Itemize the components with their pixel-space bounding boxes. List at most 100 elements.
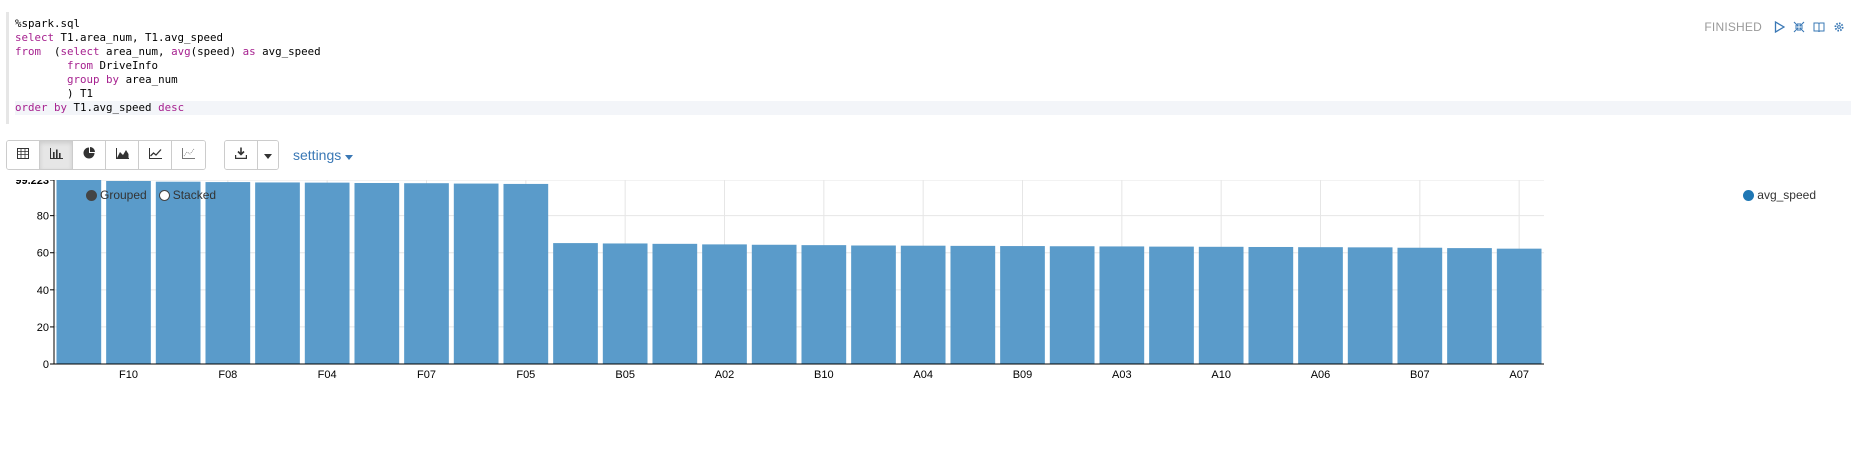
bar[interactable] [1149,247,1194,364]
bar[interactable] [1199,247,1244,364]
bar[interactable] [1248,247,1293,364]
bar-chart-button[interactable] [40,141,73,169]
radio-unchecked-icon [159,190,170,201]
code-keyword: from [67,59,93,72]
line-chart-icon [149,146,162,164]
x-tick-label: A02 [715,369,735,381]
code-line[interactable]: ) T1 [15,87,1851,101]
series-legend[interactable]: avg_speed [1743,188,1816,202]
code-line[interactable]: select T1.area_num, T1.avg_speed [15,31,1851,45]
code-line[interactable]: %spark.sql [15,17,1851,31]
download-button[interactable] [225,141,258,169]
bar[interactable] [255,182,300,364]
bar[interactable] [901,246,946,364]
bar[interactable] [1298,247,1343,364]
pie-chart-button[interactable] [73,141,106,169]
bar[interactable] [1447,248,1492,364]
bar[interactable] [652,244,697,364]
stacked-option[interactable]: Stacked [159,188,216,202]
bar[interactable] [1348,247,1393,364]
x-tick-label: A07 [1509,369,1529,381]
download-options-button[interactable] [258,141,278,169]
bar[interactable] [205,182,250,364]
bar-mode-controls: Grouped Stacked [86,188,216,202]
bar[interactable] [950,246,995,364]
notebook-paragraph: %spark.sql select T1.area_num, T1.avg_spe… [6,8,1854,460]
x-tick-label: B07 [1410,369,1430,381]
bar[interactable] [1099,246,1144,364]
area-chart-button[interactable] [106,141,139,169]
bar[interactable] [1050,246,1095,364]
bar-chart-icon [50,146,63,164]
y-tick-label: 40 [37,285,49,297]
bar[interactable] [404,183,449,364]
bar[interactable] [106,181,151,364]
visualization-toolbar: settings [6,140,353,170]
bar[interactable] [752,245,797,364]
x-tick-label: B10 [814,369,834,381]
gear-icon[interactable] [1832,20,1846,34]
code-keyword: from [15,45,41,58]
code-keyword: select [61,45,100,58]
bar[interactable] [1497,249,1542,364]
paragraph-status-bar: FINISHED [1704,20,1846,34]
x-tick-label: B09 [1013,369,1033,381]
x-tick-label: A10 [1211,369,1231,381]
x-tick-label: B05 [615,369,635,381]
series-legend-dot-icon [1743,190,1754,201]
settings-label: settings [293,147,341,163]
grouped-option[interactable]: Grouped [86,188,147,202]
bar[interactable] [156,182,201,364]
table-view-button[interactable] [7,141,40,169]
code-line[interactable]: from (select area_num, avg(speed) as avg… [15,45,1851,59]
bar[interactable] [454,184,499,364]
bar[interactable] [503,184,548,364]
bar[interactable] [354,183,399,364]
collapse-icon[interactable] [1792,20,1806,34]
code-text: avg_speed [256,45,321,58]
code-text: ) T1 [15,87,93,100]
code-text [15,59,67,72]
x-tick-label: F05 [516,369,535,381]
status-text: FINISHED [1704,20,1762,34]
settings-dropdown[interactable]: settings [293,147,353,163]
y-tick-label: 80 [37,211,49,223]
run-icon[interactable] [1772,20,1786,34]
code-keyword: desc [158,101,184,114]
bar[interactable] [305,183,350,364]
y-tick-label: 60 [37,248,49,260]
book-icon[interactable] [1812,20,1826,34]
bar[interactable] [553,243,598,364]
code-keyword: by [106,73,119,86]
code-line[interactable]: group by area_num [15,73,1851,87]
code-text: DriveInfo [93,59,158,72]
code-text: T1.area_num, T1.avg_speed [54,31,223,44]
code-keyword: avg [171,45,191,58]
code-text: T1.avg_speed [67,101,158,114]
bar[interactable] [702,244,747,364]
stacked-label: Stacked [173,188,216,202]
code-line[interactable]: from DriveInfo [15,59,1851,73]
bar[interactable] [1397,248,1442,364]
bar[interactable] [56,180,101,364]
download-icon [235,146,247,164]
radio-checked-icon [86,190,97,201]
bar[interactable] [1000,246,1045,364]
code-lines[interactable]: %spark.sql select T1.area_num, T1.avg_spe… [9,12,1851,115]
x-tick-label: A03 [1112,369,1132,381]
code-text: %spark.sql [15,17,80,30]
x-tick-label: A04 [913,369,933,381]
scatter-chart-button[interactable] [172,141,205,169]
area-chart-icon [116,146,129,164]
bar[interactable] [851,246,896,364]
bar[interactable] [801,245,846,364]
grouped-label: Grouped [100,188,147,202]
download-group [224,140,279,170]
bar[interactable] [603,243,648,364]
sql-editor[interactable]: %spark.sql select T1.area_num, T1.avg_spe… [6,12,1851,124]
x-tick-label: F08 [218,369,237,381]
table-icon [17,146,29,164]
series-legend-label: avg_speed [1757,188,1816,202]
line-chart-button[interactable] [139,141,172,169]
code-line[interactable]: order by T1.avg_speed desc [15,101,1851,115]
